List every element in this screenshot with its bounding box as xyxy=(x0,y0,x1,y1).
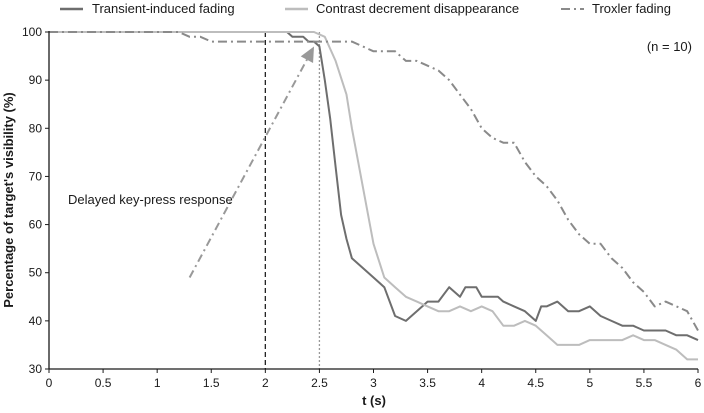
y-tick-label: 90 xyxy=(29,73,43,87)
x-tick-label: 4 xyxy=(478,376,485,390)
y-axis-title: Percentage of target's visibility (%) xyxy=(1,92,16,307)
y-tick-label: 50 xyxy=(29,266,43,280)
y-tick-label: 30 xyxy=(29,362,43,376)
delayed-response-arrow xyxy=(188,46,315,279)
y-tick-label: 40 xyxy=(29,314,43,328)
x-tick-label: 5 xyxy=(586,376,593,390)
y-tick-label: 60 xyxy=(29,218,43,232)
x-tick-label: 2 xyxy=(262,376,269,390)
x-tick-label: 2.5 xyxy=(311,376,328,390)
delayed-key-press-annotation: Delayed key-press response xyxy=(68,192,233,207)
legend-label-transient-induced-fading: Transient-induced fading xyxy=(92,1,235,16)
y-tick-label: 70 xyxy=(29,169,43,183)
sample-size-annotation: (n = 10) xyxy=(647,39,692,54)
x-tick-label: 3 xyxy=(370,376,377,390)
x-tick-label: 5.5 xyxy=(636,376,653,390)
delayed-response-arrow-line xyxy=(188,59,308,279)
delayed-response-arrow-head xyxy=(300,46,315,63)
series-line-troxler-fading xyxy=(49,31,699,331)
x-tick-label: 3.5 xyxy=(419,376,436,390)
x-tick-label: 1.5 xyxy=(203,376,220,390)
x-tick-label: 4.5 xyxy=(527,376,544,390)
x-tick-label: 6 xyxy=(695,376,702,390)
series-line-contrast-decrement-disappearance xyxy=(49,31,698,361)
x-tick-label: 1 xyxy=(154,376,161,390)
x-axis-ticks: 0 0.5 1 1.5 2 2.5 3 3.5 4 4.5 5 5.5 6 xyxy=(46,369,702,390)
legend-label-contrast-decrement-disappearance: Contrast decrement disappearance xyxy=(316,1,519,16)
y-tick-label: 80 xyxy=(29,121,43,135)
x-tick-label: 0.5 xyxy=(95,376,112,390)
series-layer xyxy=(49,31,699,361)
series-line-transient-induced-fading xyxy=(49,31,699,342)
x-axis-title: t (s) xyxy=(362,393,386,408)
reference-lines xyxy=(264,32,321,369)
y-axis-ticks: 30 40 50 60 70 80 90 100 xyxy=(22,25,49,376)
legend-label-troxler-fading: Troxler fading xyxy=(592,1,671,16)
legend: Transient-induced fading Contrast decrem… xyxy=(60,1,671,16)
y-tick-label: 100 xyxy=(22,25,42,39)
x-tick-label: 0 xyxy=(46,376,53,390)
